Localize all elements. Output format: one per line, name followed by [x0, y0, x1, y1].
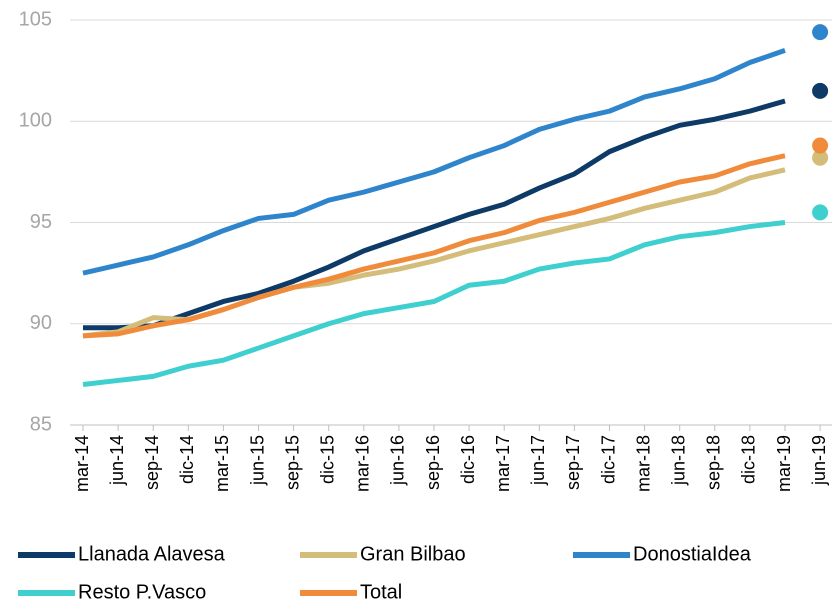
y-tick-label: 95 — [30, 211, 52, 233]
x-tick-label: dic-18 — [739, 435, 759, 484]
x-tick-label: jun-14 — [107, 435, 127, 486]
forecast-dot — [812, 24, 829, 41]
x-tick-label: sep-18 — [704, 435, 724, 490]
x-tick-label: sep-15 — [282, 435, 302, 490]
series-line — [82, 48, 786, 276]
x-tick-label: mar-16 — [353, 435, 373, 492]
legend-label: Llanada Alavesa — [78, 543, 226, 565]
y-tick-label: 105 — [19, 8, 52, 30]
x-tick-label: jun-15 — [247, 435, 267, 486]
x-tick-label: sep-14 — [142, 435, 162, 490]
legend-label: Total — [360, 581, 402, 603]
x-tick-label: sep-16 — [423, 435, 443, 490]
series-line — [82, 153, 786, 339]
y-tick-label: 100 — [19, 110, 52, 132]
series-line — [83, 98, 786, 331]
x-tick-label: dic-17 — [598, 435, 618, 484]
x-tick-label: jun-19 — [809, 435, 829, 486]
legend-label: Resto P.Vasco — [78, 581, 206, 603]
legend-label: Gran Bilbao — [360, 543, 466, 565]
forecast-dot — [812, 149, 829, 166]
x-tick-label: mar-19 — [774, 435, 794, 492]
x-tick-label: sep-17 — [563, 435, 583, 490]
x-tick-label: mar-14 — [72, 435, 92, 492]
x-tick-label: dic-15 — [317, 435, 337, 484]
y-tick-label: 90 — [30, 312, 52, 334]
x-tick-label: jun-17 — [528, 435, 548, 486]
x-tick-label: mar-17 — [493, 435, 513, 492]
forecast-dot — [812, 82, 829, 99]
series-line — [82, 220, 786, 387]
forecast-dot — [812, 137, 829, 154]
y-tick-label: 85 — [30, 413, 52, 435]
legend-label: DonostiaIdea — [633, 543, 752, 565]
x-tick-label: jun-18 — [668, 435, 688, 486]
x-tick-label: jun-16 — [388, 435, 408, 486]
x-tick-label: mar-18 — [633, 435, 653, 492]
forecast-dot — [812, 204, 829, 221]
x-tick-label: dic-16 — [458, 435, 478, 484]
x-tick-label: dic-14 — [177, 435, 197, 484]
x-tick-label: mar-15 — [212, 435, 232, 492]
